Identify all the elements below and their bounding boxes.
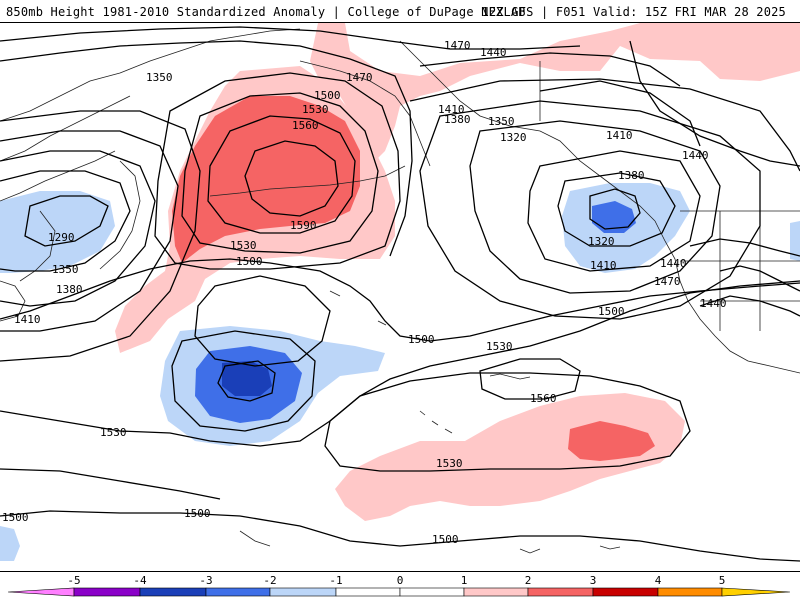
- colorbar-canvas: -5 -4 -3 -2 -1 0 1 2 3 4 5: [7, 574, 791, 597]
- contour-label: 1530: [486, 340, 513, 353]
- colorbar-tick: 3: [590, 574, 597, 587]
- colorbar-tick: 1: [461, 574, 468, 587]
- colorbar-swatch: [657, 587, 723, 597]
- contour-label: 1500: [408, 333, 435, 346]
- colorbar-swatch: [139, 587, 207, 597]
- negative-anomaly-east-core: [592, 201, 636, 233]
- contour-label: 1530: [302, 103, 329, 116]
- contour-label: 1500: [598, 305, 625, 318]
- contour-label: 1500: [184, 507, 211, 520]
- contour-label: 1410: [14, 313, 41, 326]
- contour-label: 1320: [500, 131, 527, 144]
- contour-label: 1530: [230, 239, 257, 252]
- contour-label: 1530: [100, 426, 127, 439]
- contour-label: 1350: [146, 71, 173, 84]
- contour-label: 1380: [56, 283, 83, 296]
- colorbar-tick: -2: [263, 574, 276, 587]
- colorbar-swatch: [335, 587, 401, 597]
- negative-anomaly-edge: [790, 221, 800, 261]
- colorbar-swatches: [7, 587, 791, 597]
- contour-label: 1410: [438, 103, 465, 116]
- contour-label: 1440: [682, 149, 709, 162]
- negative-anomaly-center-core: [222, 361, 272, 396]
- map-title: 850mb Height 1981-2010 Standardized Anom…: [6, 5, 526, 19]
- contour-label: 1590: [290, 219, 317, 232]
- colorbar-swatch: [269, 587, 337, 597]
- contour-label: 1380: [444, 113, 471, 126]
- contour-label: 1500: [314, 89, 341, 102]
- positive-anomaly-top: [310, 23, 800, 166]
- colorbar-tick: -3: [199, 574, 212, 587]
- negative-anomaly-southwest: [0, 526, 20, 561]
- contour-label: 1560: [530, 392, 557, 405]
- header: 850mb Height 1981-2010 Standardized Anom…: [0, 0, 800, 22]
- contour-label: 1440: [660, 257, 687, 270]
- anomaly-fills: [0, 23, 800, 561]
- contour-label: 1410: [606, 129, 633, 142]
- colorbar-swatch: [592, 587, 659, 597]
- colorbar-tick: -5: [67, 574, 80, 587]
- contour-label: 1560: [292, 119, 319, 132]
- contour-label: 1350: [488, 115, 515, 128]
- contour-label: 1440: [480, 46, 507, 59]
- positive-anomaly-core: [172, 96, 360, 263]
- colorbar-tick: 0: [397, 574, 404, 587]
- contour-label: 1470: [654, 275, 681, 288]
- colorbar-tick: 2: [525, 574, 532, 587]
- map-panel: 1350 1470 1440 1470 1500 1530 1560 1410 …: [0, 22, 800, 572]
- contour-label: 1290: [48, 231, 75, 244]
- colorbar-swatch: [527, 587, 594, 597]
- colorbar-legend: -5 -4 -3 -2 -1 0 1 2 3 4 5: [0, 572, 800, 600]
- contour-labels: 1350 1470 1440 1470 1500 1530 1560 1410 …: [2, 39, 727, 546]
- colorbar-ticks: -5 -4 -3 -2 -1 0 1 2 3 4 5: [67, 574, 725, 587]
- run-info: 12Z GFS | F051 Valid: 15Z FRI MAR 28 202…: [481, 5, 786, 19]
- map-canvas: 1350 1470 1440 1470 1500 1530 1560 1410 …: [0, 23, 800, 562]
- height-contours: [0, 26, 800, 562]
- colorbar-swatch: [399, 587, 465, 597]
- colorbar-swatch: [463, 587, 529, 597]
- contour-label: 1350: [52, 263, 79, 276]
- contour-label: 1500: [432, 533, 459, 546]
- colorbar-tick: 5: [719, 574, 726, 587]
- contour-label: 1410: [590, 259, 617, 272]
- colorbar-swatch: [205, 587, 271, 597]
- contour-label: 1500: [2, 511, 29, 524]
- colorbar-tick: -4: [133, 574, 147, 587]
- colorbar-swatch: [721, 587, 791, 597]
- positive-anomaly-southeast-core: [568, 421, 655, 461]
- contour-label: 1470: [346, 71, 373, 84]
- contour-label: 1530: [436, 457, 463, 470]
- contour-label: 1470: [444, 39, 471, 52]
- contour-label: 1500: [236, 255, 263, 268]
- coastlines: [0, 28, 800, 554]
- colorbar-swatch: [73, 587, 141, 597]
- contour-label: 1320: [588, 235, 615, 248]
- contour-label: 1440: [700, 297, 727, 310]
- colorbar-tick: 4: [655, 574, 662, 587]
- contour-label: 1380: [618, 169, 645, 182]
- colorbar-tick: -1: [329, 574, 342, 587]
- colorbar-swatch: [7, 587, 75, 597]
